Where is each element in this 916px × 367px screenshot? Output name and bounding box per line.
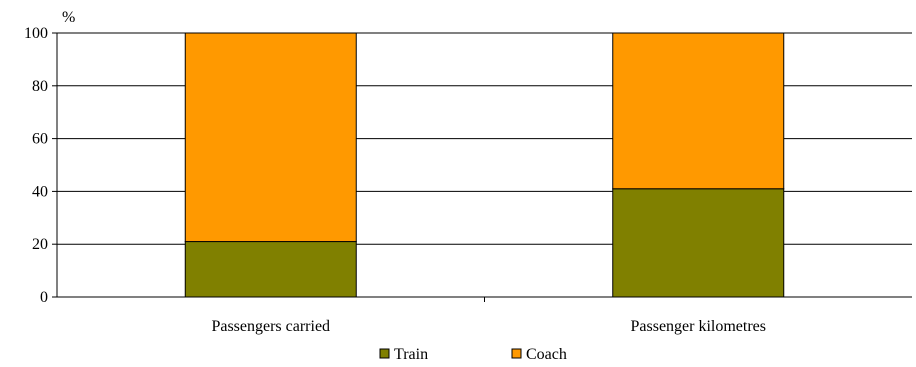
y-tick-label: 40 [32, 183, 48, 200]
x-axis-labels: Passengers carried Passenger kilometres [211, 318, 766, 335]
legend-label-train: Train [394, 346, 428, 363]
legend: Train Coach [379, 346, 567, 363]
legend-label-coach: Coach [526, 346, 567, 363]
x-category-label: Passenger kilometres [630, 318, 766, 335]
y-tick-label: 80 [32, 78, 48, 95]
y-tick-label: 100 [24, 25, 48, 42]
bar-coach-1 [184, 32, 357, 243]
legend-swatch-train [379, 348, 390, 359]
bar-train-2 [612, 188, 785, 298]
bar-train-1 [184, 241, 357, 298]
y-tick-label: 60 [32, 131, 48, 148]
legend-swatch-coach [511, 348, 522, 359]
bars [184, 32, 785, 298]
y-tick-label: 0 [40, 289, 48, 306]
y-unit-label: % [62, 9, 75, 26]
bar-coach-2 [612, 32, 785, 190]
y-tick-label: 20 [32, 236, 48, 253]
axes [56, 33, 912, 302]
x-category-label: Passengers carried [211, 318, 330, 335]
y-axis-ticks: 0 20 40 60 80 100 [24, 25, 57, 306]
